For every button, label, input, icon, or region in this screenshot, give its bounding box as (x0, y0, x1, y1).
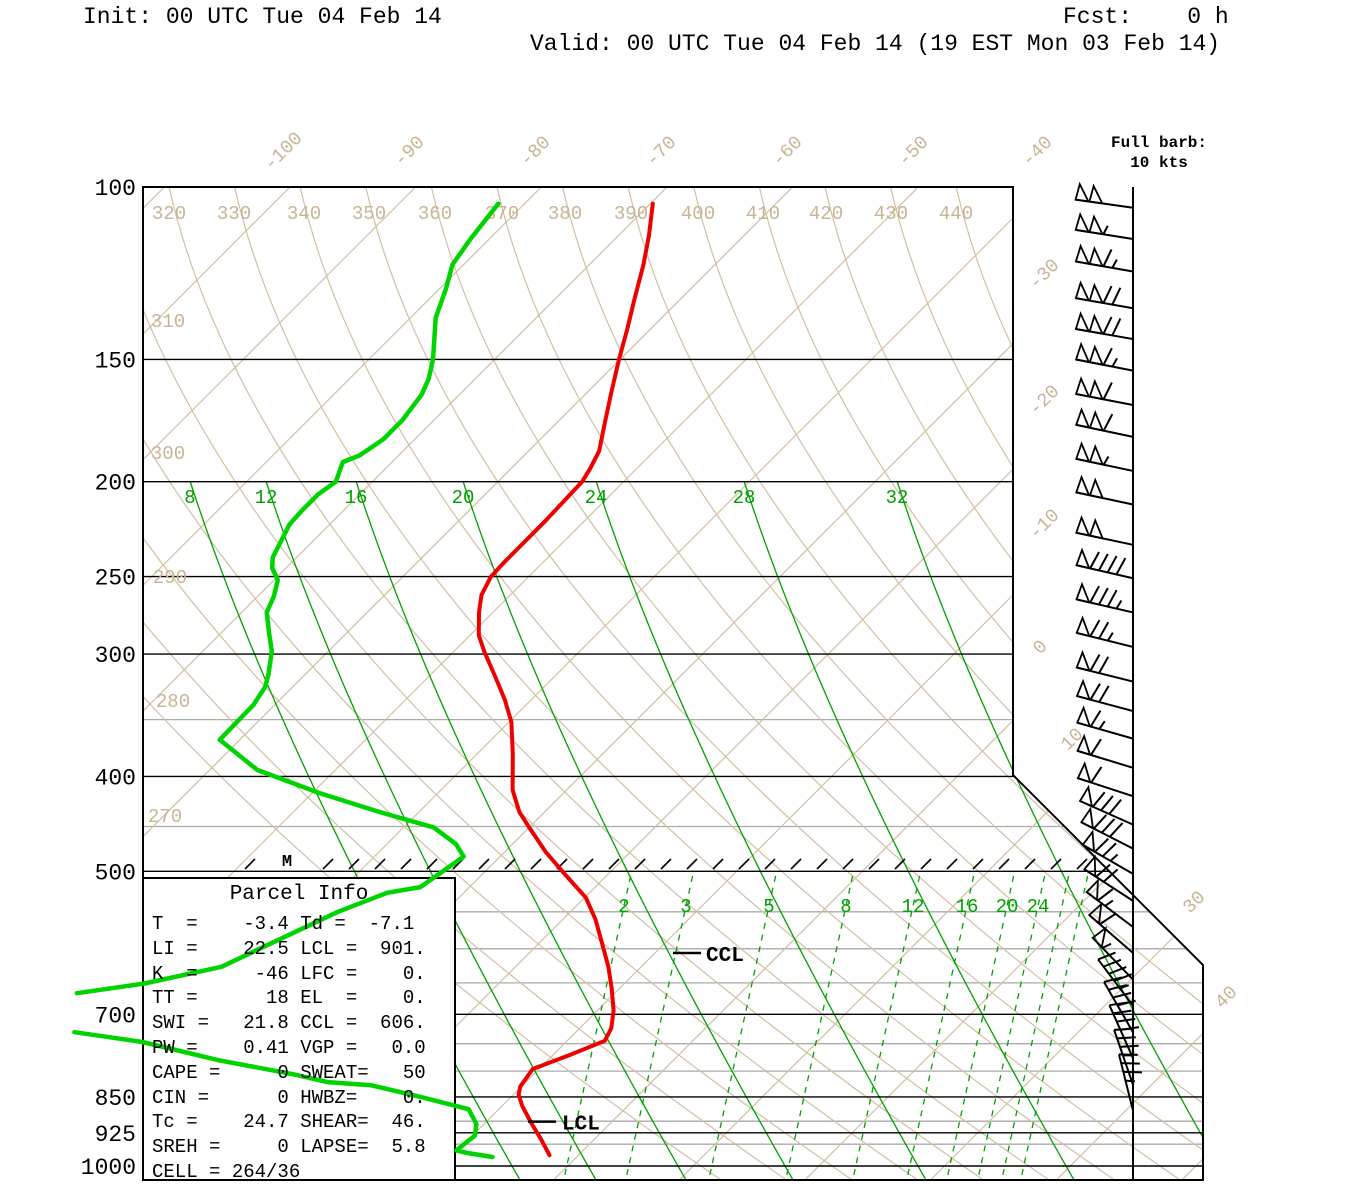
theta-label-top: 400 (681, 203, 715, 225)
moist-adiabat-label: 12 (255, 487, 278, 509)
isotherm-label-top: -70 (642, 132, 682, 172)
barb-legend-line1: Full barb: (1110, 134, 1207, 152)
isotherm-label-top: -50 (894, 132, 934, 172)
lcl-marker: LCL (528, 1114, 600, 1137)
moist-adiabat-label: 20 (452, 487, 475, 509)
wind-barb-column (1074, 181, 1143, 1180)
dewpoint-curve (74, 201, 501, 996)
mixing-ratio-label: 12 (902, 896, 925, 918)
pressure-tick-label: 150 (95, 348, 136, 374)
pressure-tick-label: 850 (95, 1086, 136, 1112)
temperature-curve (476, 201, 655, 1158)
isotherm-label-top: -60 (768, 132, 808, 172)
wind-barb-legend: Full barb: 10 kts (1098, 133, 1220, 173)
pressure-tick-label: 400 (95, 765, 136, 791)
moist-adiabat-label: 28 (733, 487, 756, 509)
isotherm-label-right: 40 (1211, 982, 1243, 1014)
mixing-ratio-label: 8 (840, 896, 851, 918)
svg-text:LCL: LCL (562, 1114, 600, 1137)
pressure-tick-label: 100 (95, 176, 136, 202)
theta-label-top: 410 (746, 203, 780, 225)
svg-text:CCL: CCL (706, 945, 744, 968)
mixing-ratio-label: 24 (1027, 896, 1050, 918)
mixing-ratio-label: 20 (996, 896, 1019, 918)
theta-label-top: 330 (217, 203, 251, 225)
isotherm-label-top: -40 (1018, 132, 1058, 172)
forecast-hour-label: Fcst: 0 h (1063, 4, 1229, 30)
theta-label-top: 350 (352, 203, 386, 225)
hatched-level-line: M (244, 853, 1088, 872)
pressure-tick-label: 925 (95, 1122, 136, 1148)
isotherm-label-top: -100 (260, 128, 308, 176)
dewpoint-curve (72, 1029, 495, 1160)
pressure-tick-label: 300 (95, 643, 136, 669)
theta-label-top: 430 (874, 203, 908, 225)
theta-label-left: 300 (151, 443, 185, 465)
ccl-marker: CCL (673, 945, 744, 968)
pressure-tick-label: 700 (95, 1003, 136, 1029)
barb-legend-line2: 10 kts (1130, 154, 1188, 172)
pressure-tick-label: 200 (95, 471, 136, 497)
theta-label-top: 390 (614, 203, 648, 225)
isotherm-label-right: 30 (1179, 887, 1211, 919)
isotherm-label-right: 0 (1029, 636, 1053, 660)
theta-label-top: 440 (939, 203, 973, 225)
m-level-marker: M (282, 853, 292, 872)
theta-label-top: 420 (809, 203, 843, 225)
init-time-label: Init: 00 UTC Tue 04 Feb 14 (83, 4, 442, 30)
theta-label-left: 310 (151, 311, 185, 333)
mixing-ratio-label: 5 (763, 896, 774, 918)
isotherm-label-right: -30 (1025, 255, 1065, 295)
isotherm-label-right: -20 (1025, 381, 1065, 421)
theta-label-left: 280 (156, 691, 190, 713)
pressure-tick-label: 1000 (81, 1155, 136, 1181)
theta-label-top: 380 (548, 203, 582, 225)
moist-adiabat-label: 16 (345, 487, 368, 509)
pressure-tick-label: 500 (95, 860, 136, 886)
isotherm-label-right: -10 (1025, 505, 1065, 545)
parcel-info-rect (142, 877, 456, 1181)
theta-label-top: 320 (152, 203, 186, 225)
moist-adiabat-label: 24 (585, 487, 608, 509)
theta-label-top: 340 (287, 203, 321, 225)
isotherm-label-top: -80 (516, 132, 556, 172)
moist-adiabat-label: 8 (184, 487, 195, 509)
theta-label-left: 290 (153, 567, 187, 589)
theta-label-left: 270 (148, 806, 182, 828)
mixing-ratio-label: 16 (956, 896, 979, 918)
isotherm-label-top: -90 (390, 132, 430, 172)
theta-label-top: 360 (418, 203, 452, 225)
valid-time-label: Valid: 00 UTC Tue 04 Feb 14 (19 EST Mon … (530, 31, 1221, 57)
mixing-ratio-label: 2 (618, 896, 629, 918)
mixing-ratio-label: 3 (680, 896, 691, 918)
pressure-tick-label: 250 (95, 566, 136, 592)
moist-adiabat-label: 32 (886, 487, 909, 509)
